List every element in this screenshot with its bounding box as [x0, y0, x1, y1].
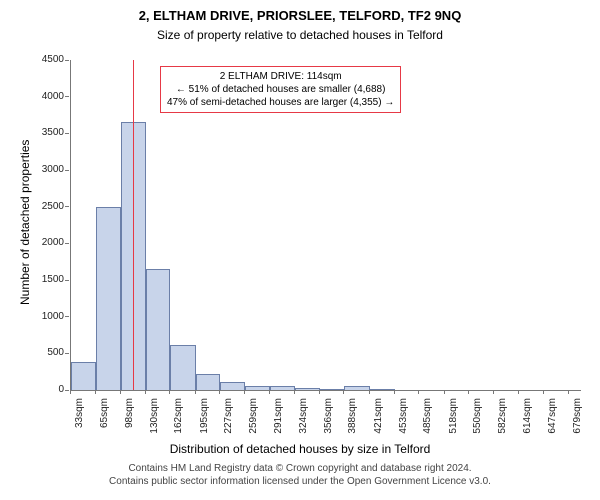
x-tick-label: 647sqm — [547, 398, 558, 442]
x-tick-label: 518sqm — [448, 398, 459, 442]
histogram-bar — [370, 389, 395, 390]
histogram-bar — [220, 382, 245, 390]
x-tick-mark — [244, 390, 245, 394]
x-tick-mark — [294, 390, 295, 394]
x-tick-label: 582sqm — [497, 398, 508, 442]
histogram-bar — [96, 207, 121, 390]
histogram-bar — [295, 388, 320, 390]
x-tick-label: 33sqm — [74, 398, 85, 442]
x-tick-label: 679sqm — [572, 398, 583, 442]
x-tick-label: 614sqm — [522, 398, 533, 442]
x-tick-mark — [343, 390, 344, 394]
histogram-bar — [270, 386, 295, 390]
x-tick-label: 291sqm — [273, 398, 284, 442]
info-line-2: ← 51% of detached houses are smaller (4,… — [167, 83, 394, 96]
x-tick-label: 421sqm — [373, 398, 384, 442]
address-title: 2, ELTHAM DRIVE, PRIORSLEE, TELFORD, TF2… — [0, 8, 600, 23]
x-tick-label: 98sqm — [124, 398, 135, 442]
x-tick-mark — [468, 390, 469, 394]
x-tick-label: 162sqm — [173, 398, 184, 442]
x-tick-mark — [493, 390, 494, 394]
x-tick-label: 550sqm — [472, 398, 483, 442]
info-line-3: 47% of semi-detached houses are larger (… — [167, 96, 394, 109]
x-tick-label: 356sqm — [323, 398, 334, 442]
y-tick: 3500 — [32, 127, 64, 138]
y-axis-label: Number of detached properties — [18, 140, 32, 305]
x-tick-mark — [444, 390, 445, 394]
property-marker-line — [133, 60, 134, 390]
x-tick-mark — [95, 390, 96, 394]
x-tick-mark — [195, 390, 196, 394]
x-tick-mark — [169, 390, 170, 394]
y-tick: 0 — [32, 384, 64, 395]
histogram-bar — [170, 345, 195, 390]
y-tick: 1000 — [32, 311, 64, 322]
y-tick: 3000 — [32, 164, 64, 175]
histogram-bar — [320, 389, 345, 390]
x-tick-label: 324sqm — [298, 398, 309, 442]
info-box: 2 ELTHAM DRIVE: 114sqm ← 51% of detached… — [160, 66, 401, 113]
x-tick-mark — [120, 390, 121, 394]
y-tick: 2000 — [32, 237, 64, 248]
x-tick-label: 65sqm — [99, 398, 110, 442]
x-tick-label: 227sqm — [223, 398, 234, 442]
x-tick-label: 453sqm — [398, 398, 409, 442]
info-line-1: 2 ELTHAM DRIVE: 114sqm — [167, 70, 394, 83]
histogram-bar — [146, 269, 171, 390]
y-tick: 4500 — [32, 54, 64, 65]
x-axis-label: Distribution of detached houses by size … — [0, 442, 600, 456]
x-tick-mark — [70, 390, 71, 394]
footer-line-1: Contains HM Land Registry data © Crown c… — [0, 462, 600, 475]
x-tick-mark — [269, 390, 270, 394]
y-tick: 2500 — [32, 201, 64, 212]
histogram-bar — [71, 362, 96, 390]
histogram-bar — [196, 374, 221, 390]
y-tick: 1500 — [32, 274, 64, 285]
x-tick-label: 130sqm — [149, 398, 160, 442]
subtitle: Size of property relative to detached ho… — [0, 28, 600, 42]
x-tick-mark — [319, 390, 320, 394]
x-tick-mark — [418, 390, 419, 394]
chart-container: 2, ELTHAM DRIVE, PRIORSLEE, TELFORD, TF2… — [0, 0, 600, 500]
x-tick-mark — [145, 390, 146, 394]
x-tick-mark — [568, 390, 569, 394]
y-tick: 500 — [32, 347, 64, 358]
x-tick-label: 388sqm — [347, 398, 358, 442]
x-tick-label: 259sqm — [248, 398, 259, 442]
footer: Contains HM Land Registry data © Crown c… — [0, 462, 600, 488]
x-tick-label: 195sqm — [199, 398, 210, 442]
y-tick: 4000 — [32, 91, 64, 102]
x-tick-label: 485sqm — [422, 398, 433, 442]
histogram-bar — [245, 386, 270, 390]
x-tick-mark — [219, 390, 220, 394]
x-tick-mark — [369, 390, 370, 394]
footer-line-2: Contains public sector information licen… — [0, 475, 600, 488]
x-tick-mark — [543, 390, 544, 394]
x-tick-mark — [394, 390, 395, 394]
x-tick-mark — [518, 390, 519, 394]
histogram-bar — [344, 386, 369, 390]
